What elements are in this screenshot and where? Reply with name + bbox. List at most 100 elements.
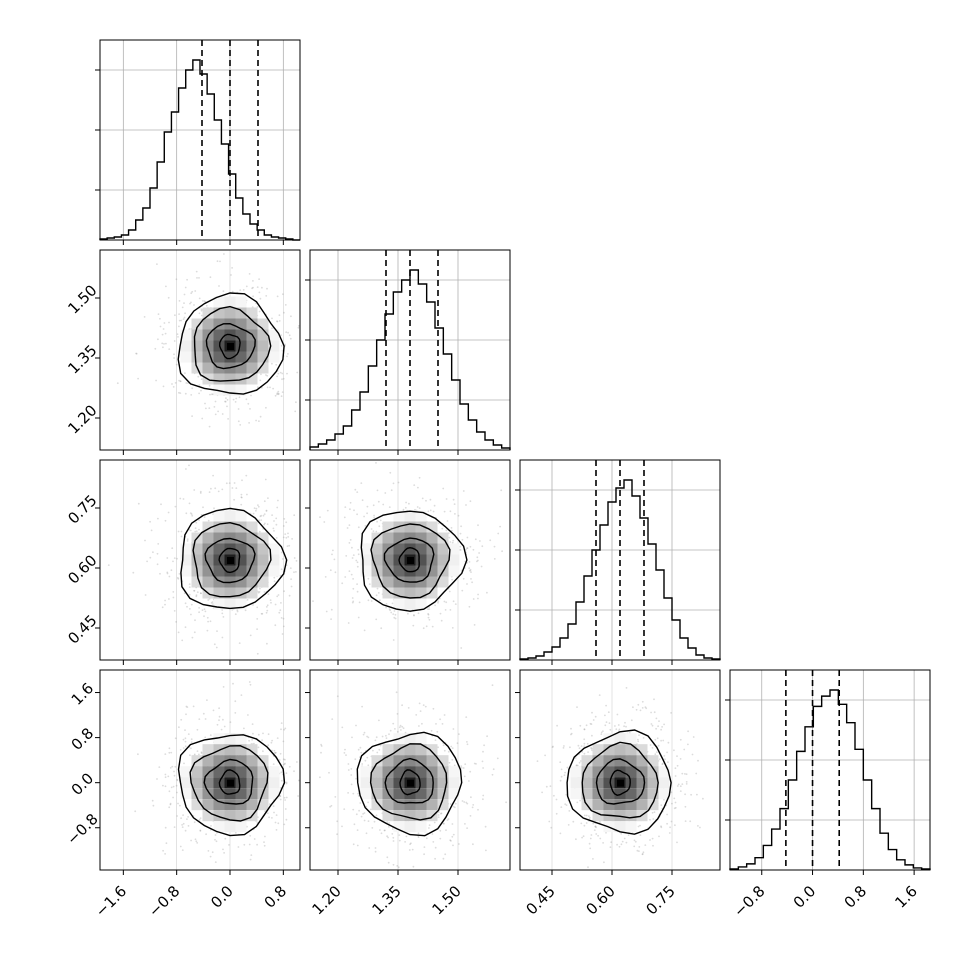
density-cell — [257, 351, 269, 363]
scatter-point — [258, 291, 261, 294]
scatter-point — [344, 506, 347, 508]
scatter-point — [491, 684, 494, 687]
scatter-point — [212, 474, 214, 477]
scatter-point — [163, 343, 165, 345]
scatter-point — [579, 724, 582, 727]
scatter-point — [203, 516, 206, 518]
scatter-point — [609, 728, 612, 731]
scatter-point — [605, 704, 607, 707]
scatter-point — [240, 503, 243, 506]
scatter-point — [636, 849, 639, 852]
scatter-point — [418, 702, 421, 705]
scatter-point — [172, 591, 175, 593]
scatter-point — [277, 372, 280, 375]
scatter-point — [388, 733, 390, 736]
scatter-point — [249, 408, 251, 410]
scatter-point — [250, 854, 253, 856]
scatter-point — [390, 611, 393, 614]
scatter-point — [258, 530, 261, 533]
scatter-point — [294, 410, 297, 413]
contour-2 — [205, 322, 256, 370]
scatter-point — [238, 396, 241, 399]
scatter-point — [352, 843, 355, 846]
scatter-point — [287, 353, 289, 355]
density-cell — [246, 362, 258, 374]
histogram-panel-2 — [515, 459, 721, 661]
scatter-point — [475, 763, 477, 765]
scatter-point — [385, 734, 387, 737]
scatter-point — [497, 532, 500, 535]
scatter-point — [265, 611, 268, 614]
density-cell — [224, 307, 236, 319]
scatter-point — [271, 362, 273, 365]
scatter-point — [277, 499, 279, 502]
scatter-point — [253, 507, 256, 509]
scatter-point — [184, 312, 186, 315]
scatter-point — [174, 314, 176, 317]
scatter-point — [235, 487, 238, 489]
scatter-point — [454, 802, 457, 805]
scatter-point — [283, 311, 285, 314]
scatter-point — [229, 721, 232, 724]
y-axis-1: 1.201.351.50 — [64, 281, 100, 437]
scatter-point — [452, 498, 455, 501]
scatter-point — [627, 834, 630, 836]
scatter-point — [151, 799, 154, 802]
scatter-point — [341, 582, 344, 585]
scatter-point — [164, 332, 167, 335]
scatter-point — [450, 840, 452, 842]
scatter-point — [373, 820, 376, 823]
scatter-point — [173, 770, 175, 773]
scatter-point — [245, 285, 248, 288]
scatter-point — [395, 691, 398, 694]
scatter-point — [450, 745, 453, 748]
scatter-point — [281, 378, 283, 381]
scatter-point — [184, 372, 186, 374]
scatter-point — [228, 482, 231, 484]
scatter-point — [404, 506, 407, 509]
scatter-point — [273, 520, 275, 522]
scatter-point — [415, 714, 418, 716]
scatter-point — [177, 802, 179, 805]
scatter-point — [265, 510, 268, 512]
scatter-point — [182, 318, 185, 320]
scatter-point — [550, 826, 553, 829]
scatter-point — [434, 604, 436, 607]
scatter-point — [365, 832, 368, 835]
density-cell — [235, 329, 247, 341]
scatter-point — [246, 493, 248, 496]
scatter-point — [249, 634, 252, 637]
scatter-point — [356, 583, 358, 585]
scatter-point — [398, 834, 401, 836]
scatter-point — [469, 815, 472, 817]
scatter-point — [183, 592, 186, 595]
scatter-point — [259, 587, 261, 590]
scatter-point — [191, 387, 194, 390]
scatter-point — [374, 850, 377, 853]
scatter-point — [289, 337, 292, 340]
scatter-point — [272, 387, 274, 390]
scatter-point — [577, 744, 580, 747]
scatter-point — [456, 742, 459, 745]
scatter-point — [673, 749, 675, 752]
scatter-point — [461, 538, 464, 541]
scatter-point — [266, 642, 268, 645]
scatter-point — [372, 504, 375, 507]
scatter-point — [283, 823, 286, 826]
scatter-point — [576, 706, 578, 708]
scatter-point — [222, 718, 224, 721]
scatter-point — [252, 604, 254, 606]
scatter-point — [560, 768, 563, 771]
scatter-point — [434, 857, 436, 860]
scatter-point — [199, 492, 202, 494]
ytick-label-2: 0.8 — [68, 724, 98, 754]
scatter-point — [233, 498, 236, 501]
scatter-point — [336, 695, 339, 698]
scatter-point — [373, 514, 375, 517]
scatter-point — [247, 402, 250, 405]
scatter-point — [266, 523, 269, 526]
scatter-point — [263, 523, 265, 526]
scatter-point — [460, 525, 462, 528]
scatter-point — [231, 487, 234, 489]
scatter-point — [179, 380, 182, 382]
